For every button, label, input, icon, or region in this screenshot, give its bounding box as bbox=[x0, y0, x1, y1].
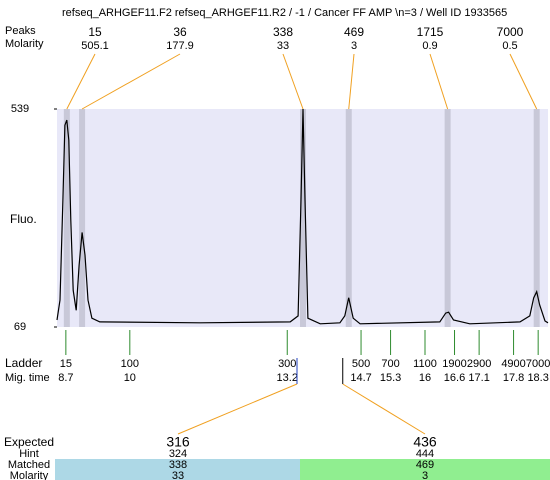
ladder-time: 15.3 bbox=[380, 372, 401, 384]
ladder-size: 7000 bbox=[526, 358, 550, 370]
y-tick-label: 539 bbox=[11, 103, 29, 115]
row-label: Molarity bbox=[10, 470, 49, 480]
ladder-time: 16.6 bbox=[444, 372, 465, 384]
ladder-size: 300 bbox=[278, 358, 296, 370]
expected-value: 436 bbox=[413, 434, 437, 450]
peak-size: 338 bbox=[273, 25, 293, 39]
peak-molarity: 3 bbox=[351, 40, 357, 52]
molarity-value: 3 bbox=[422, 470, 428, 480]
matched-cell bbox=[300, 459, 550, 480]
ladder-time: 13.2 bbox=[277, 372, 298, 384]
ladder-time: 8.7 bbox=[58, 372, 73, 384]
peak-molarity: 505.1 bbox=[81, 40, 109, 52]
row-label: Hint bbox=[19, 448, 39, 460]
ladder-time: 17.8 bbox=[503, 372, 524, 384]
peak-size: 469 bbox=[344, 25, 364, 39]
ladder-time: 18.3 bbox=[527, 372, 548, 384]
ladder-time: 17.1 bbox=[468, 372, 489, 384]
ladder-size: 500 bbox=[352, 358, 370, 370]
peak-size: 15 bbox=[88, 25, 102, 39]
peak-connector bbox=[81, 53, 181, 110]
ladder-time: 14.7 bbox=[350, 372, 371, 384]
row-label: Expected bbox=[4, 435, 54, 449]
ladder-size: 4900 bbox=[501, 358, 525, 370]
ladder-size: 100 bbox=[121, 358, 139, 370]
ladder-size: 15 bbox=[60, 358, 72, 370]
peak-connector bbox=[348, 53, 355, 110]
mig-time-label: Mig. time bbox=[5, 372, 50, 384]
peak-connector bbox=[509, 53, 538, 110]
peak-molarity: 177.9 bbox=[166, 40, 194, 52]
molarity-label: Molarity bbox=[5, 38, 44, 50]
hint-value: 444 bbox=[416, 448, 434, 460]
peak-molarity: 0.9 bbox=[422, 40, 437, 52]
molarity-value: 33 bbox=[172, 470, 184, 480]
match-connector bbox=[177, 383, 298, 435]
expected-value: 316 bbox=[166, 434, 190, 450]
peak-band bbox=[345, 109, 352, 327]
peak-size: 1715 bbox=[417, 25, 444, 39]
peak-band bbox=[299, 109, 306, 327]
peak-molarity: 0.5 bbox=[502, 40, 517, 52]
ladder-size: 1100 bbox=[413, 358, 437, 370]
ladder-label: Ladder bbox=[5, 356, 42, 370]
peak-molarity: 33 bbox=[277, 40, 289, 52]
peak-band bbox=[444, 109, 451, 327]
peak-size: 36 bbox=[173, 25, 187, 39]
peak-band bbox=[79, 109, 86, 327]
ladder-size: 1900 bbox=[442, 358, 466, 370]
peak-band bbox=[63, 109, 70, 327]
peak-connector bbox=[429, 53, 449, 110]
row-label: Matched bbox=[8, 459, 50, 471]
ladder-time: 16 bbox=[419, 372, 431, 384]
matched-cell bbox=[55, 459, 300, 480]
match-connector bbox=[342, 383, 426, 435]
peak-connector bbox=[282, 53, 304, 110]
ladder-size: 2900 bbox=[467, 358, 491, 370]
peak-band bbox=[533, 109, 540, 327]
hint-value: 324 bbox=[169, 448, 187, 460]
y-axis-label: Fluo. bbox=[10, 212, 37, 226]
matched-value: 338 bbox=[169, 459, 187, 471]
peak-size: 7000 bbox=[497, 25, 524, 39]
peaks-label: Peaks bbox=[5, 25, 36, 37]
y-tick-label: 69 bbox=[14, 321, 26, 333]
ladder-size: 700 bbox=[381, 358, 399, 370]
peak-connector bbox=[66, 53, 96, 110]
chart-title: refseq_ARHGEF11.F2 refseq_ARHGEF11.R2 / … bbox=[62, 7, 507, 19]
matched-value: 469 bbox=[416, 459, 434, 471]
ladder-time: 10 bbox=[124, 372, 136, 384]
trace bbox=[56, 108, 549, 325]
